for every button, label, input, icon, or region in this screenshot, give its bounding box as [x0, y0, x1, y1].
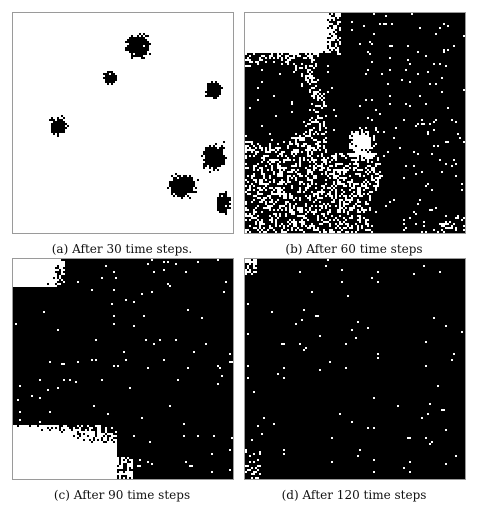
panel-after-90-steps [12, 258, 234, 480]
simulation-grid-120 [245, 259, 465, 479]
panel-after-60-steps [244, 12, 466, 234]
caption-d: (d) After 120 time steps [281, 488, 427, 502]
simulation-grid-30 [13, 13, 233, 233]
caption-c: (c) After 90 time steps [53, 488, 191, 502]
simulation-grid-90 [13, 259, 233, 479]
panel-after-30-steps [12, 12, 234, 234]
simulation-grid-60 [245, 13, 465, 233]
caption-a: (a) After 30 time steps. [51, 242, 193, 256]
panel-after-120-steps [244, 258, 466, 480]
caption-b: (b) After 60 time steps [285, 242, 423, 256]
